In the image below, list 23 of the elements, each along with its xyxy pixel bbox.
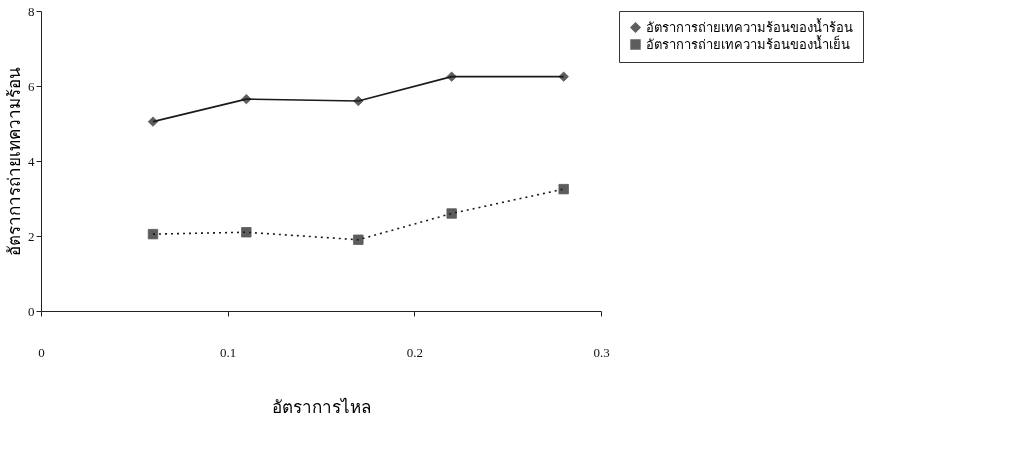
y-tick-label: 0 (28, 303, 35, 319)
x-axis-title: อัตราการไหล (272, 396, 371, 417)
point (241, 227, 252, 238)
point (558, 183, 569, 195)
y-tick-label: 8 (28, 3, 35, 19)
x-tick-label: 0.1 (220, 344, 237, 360)
point (558, 71, 569, 82)
x-tick-label: 0.3 (593, 344, 610, 360)
y-tick-label: 2 (28, 228, 35, 244)
y-tick-label: 4 (28, 153, 35, 169)
point (446, 208, 457, 219)
point (147, 116, 159, 127)
point (241, 93, 252, 105)
point (353, 95, 364, 107)
x-tick-label: 0 (38, 344, 45, 360)
y-axis-title: อัตราการถ่ายเทความร้อน (5, 67, 24, 256)
y-tick-label: 6 (28, 78, 35, 94)
x-tick-label: 0.2 (406, 344, 423, 360)
legend-label: อัตราการถ่ายเทความร้อนของน้ำเย็น (646, 34, 850, 52)
point (446, 71, 457, 82)
point (353, 234, 364, 245)
point (147, 228, 159, 240)
legend-label: อัตราการถ่ายเทความร้อนของน้ำร้อน (646, 17, 853, 35)
